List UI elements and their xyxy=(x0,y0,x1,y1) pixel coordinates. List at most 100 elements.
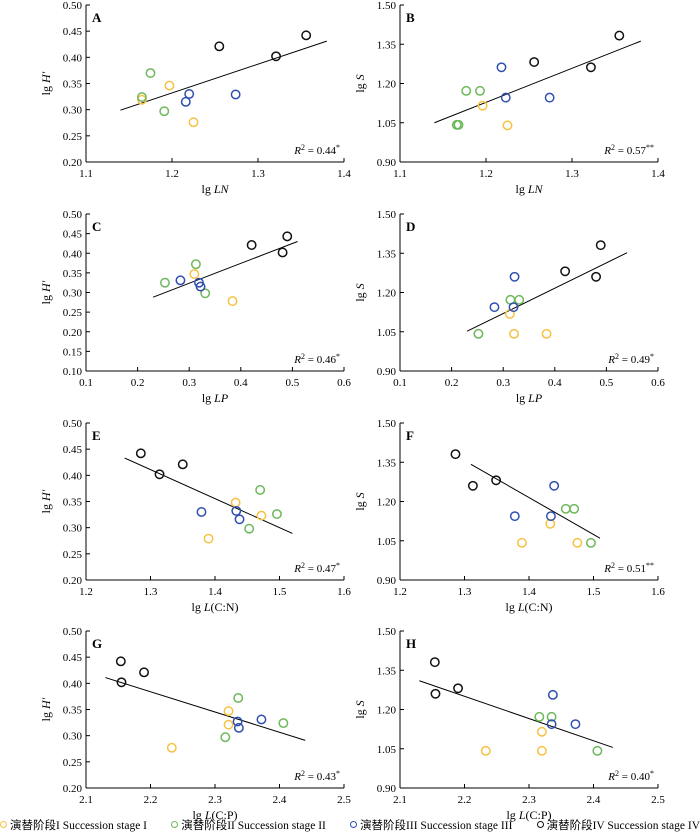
panel-g-r2-label: R2 = 0.43* xyxy=(293,769,340,783)
panel-f-point-stage-4 xyxy=(491,475,502,486)
panel-f-y-label: lg S xyxy=(353,492,367,510)
panel-c-letter: C xyxy=(92,219,101,234)
panel-f-letter: F xyxy=(406,428,414,443)
panel-f-y-tick-label: 1.35 xyxy=(377,457,397,469)
panel-f-point-stage-3 xyxy=(549,480,560,491)
panel-g-y-tick-label: 0.45 xyxy=(63,652,83,664)
panel-c-r2-label: R2 = 0.46* xyxy=(293,352,340,366)
panel-b-y-tick-label: 1.20 xyxy=(377,79,397,91)
panel-c-y-tick-label: 0.50 xyxy=(63,209,83,221)
panel-b-point-stage-3 xyxy=(500,92,511,103)
panel-a-point-stage-3 xyxy=(180,96,191,107)
panel-c-y-tick-label: 0.30 xyxy=(63,288,83,300)
panel-h-y-tick-label: 0.90 xyxy=(377,783,397,795)
panel-d-x-tick-label: 0.5 xyxy=(600,377,614,389)
panel-d-fit-line xyxy=(466,252,628,332)
panel-a-point-stage-4 xyxy=(271,51,282,62)
panel-c-y-label: lg H′ xyxy=(39,280,53,304)
panel-g-point-stage-4 xyxy=(116,677,127,688)
panel-f-fit-line xyxy=(470,463,601,539)
panel-e-y-label: lg H′ xyxy=(39,489,53,513)
panel-g-point-stage-4 xyxy=(115,656,126,667)
panel-a-y-tick-label: 0.50 xyxy=(63,0,83,12)
panel-c-y-tick-label: 0.25 xyxy=(63,307,83,319)
panel-h-x-label: lg L(C:P) xyxy=(506,808,551,822)
panel-e-y-tick-label: 0.35 xyxy=(63,497,83,509)
panel-g-y-tick-label: 0.35 xyxy=(63,705,83,717)
panel-c-x-label: lg LP xyxy=(202,391,229,405)
panel-b-letter: B xyxy=(406,10,415,25)
legend-marker-stage-4 xyxy=(536,821,544,828)
panel-g-y-tick-label: 0.20 xyxy=(63,783,83,795)
panel-a-x-tick-label: 1.4 xyxy=(337,168,351,180)
panel-f-point-stage-2 xyxy=(560,503,571,514)
panel-d-x-label: lg LP xyxy=(516,391,543,405)
legend-marker-stage-1 xyxy=(0,821,7,828)
panel-f-y-tick-label: 1.05 xyxy=(377,536,397,548)
panel-a-y-tick-label: 0.25 xyxy=(63,131,83,143)
panel-e-point-stage-2 xyxy=(244,523,255,534)
panel-a-point-stage-2 xyxy=(145,68,156,78)
panel-f-point-stage-2 xyxy=(569,503,580,514)
legend-label-stage-1: 演替阶段I Succession stage I xyxy=(10,819,148,832)
panel-a-y-tick-label: 0.35 xyxy=(63,79,83,91)
legend-item-stage-3: 演替阶段III Succession stage III xyxy=(350,817,512,833)
legend-marker-stage-2 xyxy=(171,821,179,828)
panel-d-point-stage-4 xyxy=(591,271,602,282)
panel-h-point-stage-1 xyxy=(536,745,547,756)
panel-a-letter: A xyxy=(92,10,102,25)
panel-b-point-stage-1 xyxy=(502,120,513,131)
panel-e-point-stage-1 xyxy=(256,510,267,521)
panel-e-x-tick-label: 1.6 xyxy=(337,586,351,598)
panel-g-x-tick-label: 2.5 xyxy=(337,794,351,806)
panel-f-point-stage-3 xyxy=(509,511,520,522)
panel-d-point-stage-4 xyxy=(595,240,606,251)
panel-a-point-stage-4 xyxy=(214,41,225,52)
panel-d-x-tick-label: 0.3 xyxy=(496,377,510,389)
panel-d-point-stage-3 xyxy=(489,302,500,313)
panel-g-x-tick-label: 2.4 xyxy=(273,794,287,806)
panel-a-x-label: lg LN xyxy=(201,182,229,196)
panel-g-y-tick-label: 0.25 xyxy=(63,757,83,769)
panel-f-point-stage-1 xyxy=(545,518,556,529)
panel-a-point-stage-1 xyxy=(188,117,199,128)
panel-g-point-stage-2 xyxy=(233,693,244,703)
panel-a-x-tick-label: 1.2 xyxy=(165,168,179,180)
panel-c-point-stage-3 xyxy=(175,275,186,286)
panel-c-y-tick-label: 0.40 xyxy=(63,248,83,260)
panel-a-y-label: lg H′ xyxy=(39,71,53,95)
panel-b-x-tick-label: 1.2 xyxy=(479,168,493,180)
panel-h-y-label: lg S xyxy=(353,700,367,718)
panel-e-x-tick-label: 1.2 xyxy=(79,586,93,598)
panel-b-x-tick-label: 1.1 xyxy=(393,168,407,180)
panel-h-y-tick-label: 1.35 xyxy=(377,665,397,677)
panel-e-point-stage-4 xyxy=(177,459,188,470)
panel-d-x-tick-label: 0.1 xyxy=(393,377,407,389)
panel-h-x-tick-label: 2.2 xyxy=(458,794,472,806)
panel-e-r2-label: R2 = 0.47* xyxy=(293,561,340,575)
panel-g-x-label: lg L(C:P) xyxy=(192,808,237,822)
panel-a-y-tick-label: 0.20 xyxy=(63,157,83,169)
panel-b-point-stage-2 xyxy=(461,85,472,96)
panel-e-point-stage-1 xyxy=(203,533,214,544)
panel-d-x-tick-label: 0.6 xyxy=(651,377,665,389)
panel-g-point-stage-2 xyxy=(220,732,231,743)
panel-d-r2-label: R2 = 0.49* xyxy=(607,352,654,366)
panel-b-y-tick-label: 1.50 xyxy=(377,0,397,12)
panel-h-x-tick-label: 2.3 xyxy=(522,794,536,806)
panel-g-point-stage-1 xyxy=(166,742,177,753)
panel-g-y-tick-label: 0.50 xyxy=(63,626,83,638)
panel-b-point-stage-4 xyxy=(614,30,625,41)
panel-d-point-stage-2 xyxy=(514,294,525,305)
panel-e-point-stage-3 xyxy=(231,505,242,516)
panel-c-point-stage-4 xyxy=(246,240,257,250)
panel-f-x-tick-label: 1.4 xyxy=(522,586,536,598)
panel-c-point-stage-4 xyxy=(282,231,293,242)
panel-h-fit-line xyxy=(419,680,614,748)
panel-b-y-label: lg S xyxy=(353,74,367,92)
panel-d-y-tick-label: 1.20 xyxy=(377,288,397,300)
panel-d-x-tick-label: 0.4 xyxy=(548,377,562,389)
panel-f-y-tick-label: 1.50 xyxy=(377,418,397,430)
panel-a-r2-label: R2 = 0.44* xyxy=(293,143,340,157)
